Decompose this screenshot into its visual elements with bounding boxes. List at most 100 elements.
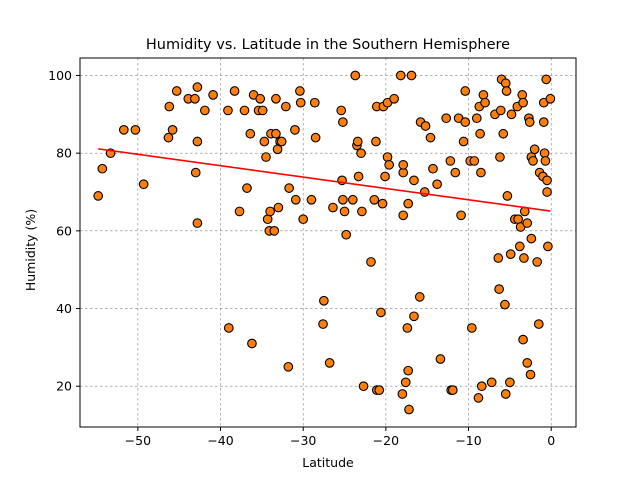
regression-line-group — [98, 148, 551, 212]
y-axis-label: Humidity (%) — [23, 209, 38, 291]
data-point — [382, 152, 393, 162]
data-point — [273, 202, 284, 213]
data-point — [234, 206, 245, 217]
data-point — [420, 121, 431, 131]
data-point — [540, 156, 551, 166]
data-point — [192, 136, 203, 147]
data-point — [404, 404, 414, 415]
data-point — [486, 377, 497, 388]
data-point — [428, 163, 438, 174]
data-point — [118, 125, 129, 135]
data-point — [199, 105, 210, 116]
data-point — [500, 299, 510, 310]
data-point — [298, 214, 309, 225]
y-tick-label: 20 — [56, 379, 72, 394]
data-point — [518, 97, 528, 108]
data-point — [414, 292, 425, 302]
data-point — [432, 179, 442, 190]
data-point — [242, 183, 252, 193]
data-point — [389, 93, 399, 104]
data-point — [347, 194, 358, 205]
data-point — [374, 385, 385, 395]
data-point — [339, 206, 350, 217]
data-point — [425, 132, 436, 143]
data-point — [409, 175, 419, 186]
data-point — [542, 187, 552, 197]
data-point — [476, 381, 487, 392]
x-tick-label: −30 — [290, 433, 316, 448]
data-point — [524, 117, 535, 127]
data-point — [336, 105, 347, 116]
data-point — [495, 152, 505, 162]
data-point — [441, 113, 452, 124]
data-point — [494, 284, 504, 294]
data-point — [519, 253, 529, 263]
data-point — [319, 295, 329, 306]
data-point — [500, 389, 511, 399]
data-point — [167, 125, 178, 135]
data-point — [514, 241, 525, 252]
data-point — [526, 233, 537, 244]
data-point — [328, 202, 338, 213]
data-point — [528, 156, 538, 166]
data-point — [245, 128, 256, 139]
data-point — [435, 354, 446, 364]
data-point — [271, 93, 281, 104]
data-point — [190, 167, 201, 178]
y-tick-label: 80 — [56, 146, 72, 161]
data-point — [366, 257, 376, 267]
data-point — [97, 163, 108, 174]
data-point — [447, 385, 458, 395]
x-tick-label: −50 — [125, 433, 151, 448]
data-point — [280, 101, 291, 112]
x-tick-label: −10 — [455, 433, 481, 448]
data-point — [469, 156, 480, 166]
data-point — [247, 338, 257, 349]
data-point — [290, 125, 300, 135]
data-point — [350, 70, 361, 81]
data-point — [445, 156, 456, 166]
data-point — [466, 323, 477, 333]
data-point — [295, 86, 305, 96]
data-point — [290, 194, 301, 205]
data-point — [525, 369, 536, 380]
data-point — [163, 132, 174, 143]
data-point — [376, 307, 386, 318]
y-tick-label: 100 — [48, 68, 72, 83]
data-point — [545, 93, 556, 104]
data-point — [538, 117, 549, 127]
data-point — [395, 70, 406, 81]
y-tick-label: 40 — [56, 301, 72, 316]
x-tick-label: −40 — [207, 433, 233, 448]
data-point — [284, 183, 294, 193]
data-point — [476, 167, 486, 178]
data-point — [283, 361, 294, 372]
data-point — [529, 144, 540, 155]
data-point — [542, 175, 552, 186]
data-point — [498, 128, 509, 139]
data-point — [419, 187, 430, 197]
y-tick-label: 60 — [56, 223, 72, 238]
data-point — [192, 218, 203, 228]
data-point — [522, 358, 533, 368]
data-point — [324, 358, 335, 368]
regression-line — [98, 148, 551, 212]
data-point — [357, 206, 367, 217]
data-point — [309, 97, 320, 108]
data-points — [93, 70, 556, 415]
data-point — [533, 319, 544, 329]
data-point — [353, 171, 364, 182]
data-point — [338, 194, 348, 205]
data-point — [310, 132, 321, 143]
plot-frame — [79, 57, 577, 428]
data-point — [400, 377, 411, 388]
data-point — [369, 194, 380, 205]
data-point — [380, 171, 390, 182]
x-tick-label: −20 — [373, 433, 399, 448]
data-point — [318, 319, 328, 329]
data-point — [460, 86, 471, 96]
data-point — [397, 389, 408, 399]
data-point — [501, 86, 512, 96]
